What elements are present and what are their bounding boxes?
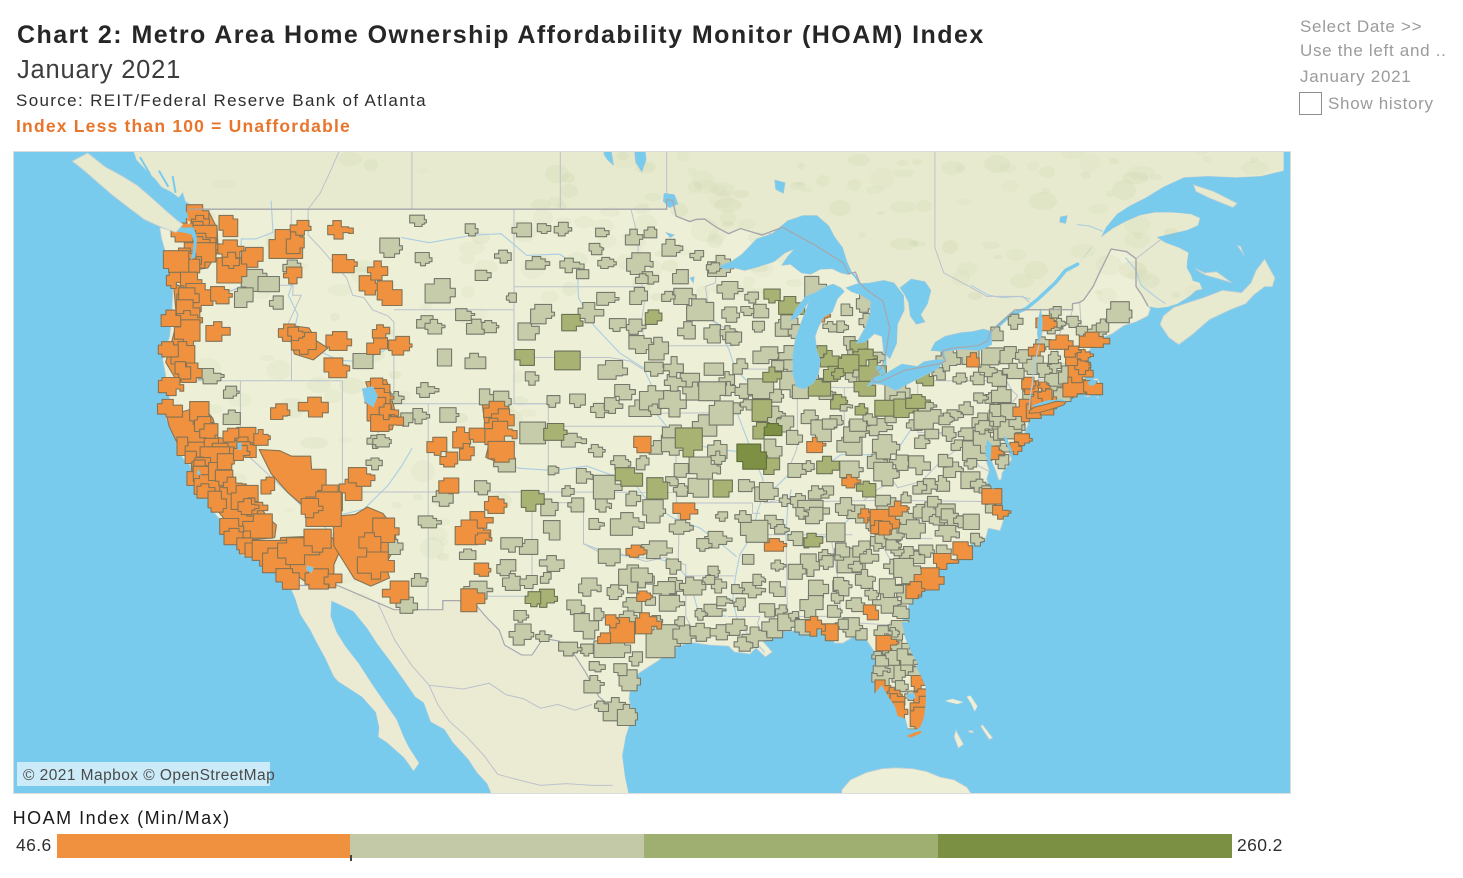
svg-text:© 2021 Mapbox © OpenStreetMap: © 2021 Mapbox © OpenStreetMap <box>23 767 275 784</box>
